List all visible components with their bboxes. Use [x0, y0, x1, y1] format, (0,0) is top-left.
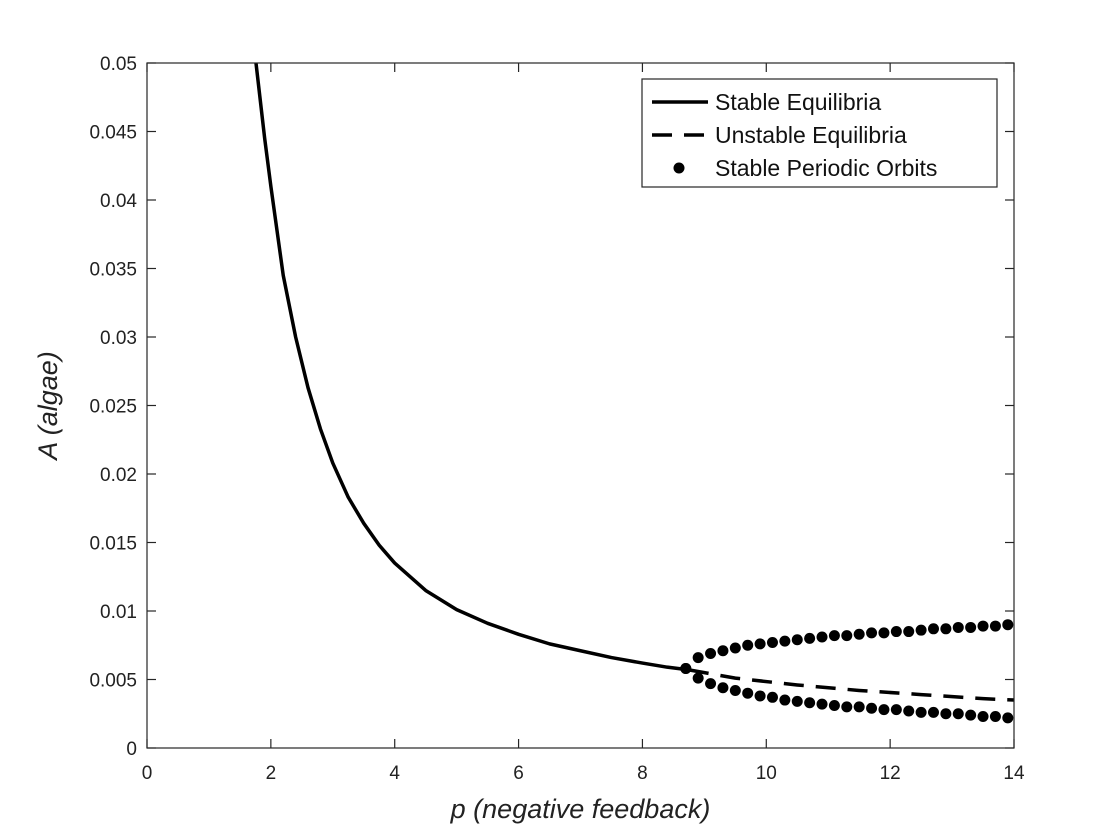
orbit-marker-lower: [692, 672, 704, 684]
x-axis-label: p (negative feedback): [450, 794, 711, 824]
orbit-marker-lower: [1002, 712, 1014, 724]
orbit-marker-upper: [878, 627, 890, 639]
orbit-marker-lower: [927, 706, 939, 718]
orbit-marker-lower: [866, 702, 878, 714]
y-tick-label: 0.005: [89, 671, 137, 692]
orbit-marker-upper: [729, 642, 741, 654]
x-tick-label: 12: [880, 763, 901, 784]
x-tick-label: 0: [142, 763, 153, 784]
x-tick-label: 4: [389, 763, 400, 784]
orbit-marker-lower: [890, 704, 902, 716]
orbit-marker-lower: [705, 678, 717, 690]
orbit-marker-lower: [903, 705, 915, 717]
orbit-marker-upper: [989, 620, 1001, 632]
x-tick-label: 14: [1003, 763, 1025, 784]
orbit-marker-upper: [965, 621, 977, 633]
orbit-marker-lower: [965, 709, 977, 721]
y-tick-label: 0.05: [100, 54, 137, 75]
orbit-marker-lower: [766, 691, 778, 703]
x-tick-label: 6: [513, 763, 524, 784]
orbit-marker-lower: [754, 690, 766, 702]
legend-entry-label: Stable Periodic Orbits: [715, 155, 937, 181]
y-tick-label: 0.015: [89, 534, 137, 555]
orbit-marker-lower: [853, 701, 865, 713]
orbit-marker-lower: [989, 710, 1001, 722]
orbit-marker-lower: [791, 695, 803, 707]
y-tick-label: 0.02: [100, 465, 137, 486]
y-axis-label: A (algae): [33, 351, 63, 462]
orbit-marker-lower: [828, 700, 840, 712]
unstable-equilibria-line: [688, 668, 1014, 702]
orbit-marker-upper: [779, 635, 791, 647]
plot-area: [254, 63, 1014, 724]
orbit-marker-lower: [977, 710, 989, 722]
orbit-marker-upper: [940, 623, 952, 635]
y-tick-label: 0.025: [89, 397, 137, 418]
y-tick-label: 0.035: [89, 260, 137, 281]
y-tick-label: 0.04: [100, 191, 137, 212]
orbit-marker-upper: [841, 630, 853, 642]
orbit-marker-upper: [853, 628, 865, 640]
legend-marker-sample: [673, 162, 685, 174]
orbit-marker-lower: [952, 708, 964, 720]
orbit-marker-lower: [841, 701, 853, 713]
orbit-marker-lower: [878, 704, 890, 716]
y-tick-label: 0.03: [100, 328, 137, 349]
orbit-marker-upper: [903, 626, 915, 638]
orbit-marker-lower: [816, 698, 828, 710]
x-tick-label: 2: [266, 763, 277, 784]
legend-entry-label: Unstable Equilibria: [715, 122, 907, 148]
orbit-marker-upper: [754, 638, 766, 650]
orbit-marker-upper: [915, 624, 927, 636]
orbit-marker-upper: [1002, 619, 1014, 631]
orbit-marker-upper: [866, 627, 878, 639]
orbit-markers: [680, 619, 1014, 724]
stable-equilibria-line: [254, 63, 690, 672]
axes: 0 2 4 6 8 10 12 14 0 0.005 0.01 0.015 0.02 0.025 0.03 0…: [33, 54, 1025, 824]
orbit-marker-upper: [791, 634, 803, 646]
orbit-marker-lower: [729, 684, 741, 696]
legend-box: [641, 78, 998, 188]
orbit-marker-upper: [705, 647, 717, 659]
legend-entry-label: Stable Equilibria: [715, 89, 881, 115]
y-tick-label: 0.01: [100, 602, 137, 623]
orbit-marker-upper: [742, 639, 754, 651]
orbit-marker-upper: [717, 645, 729, 657]
orbit-marker-lower: [804, 697, 816, 709]
orbit-marker-upper: [890, 626, 902, 638]
orbit-marker-upper: [766, 637, 778, 649]
orbit-marker-upper: [804, 632, 816, 644]
orbit-marker-lower: [940, 708, 952, 720]
orbit-marker-upper: [828, 630, 840, 642]
orbit-marker-lower: [779, 694, 791, 706]
orbit-marker-upper: [927, 623, 939, 635]
orbit-marker-upper: [952, 621, 964, 633]
orbit-marker-lower: [680, 663, 692, 675]
orbit-marker-upper: [816, 631, 828, 643]
legend: Stable Equilibria Unstable Equilibria Stab…: [641, 78, 998, 188]
y-tick-label: 0: [126, 739, 137, 760]
orbit-marker-upper: [692, 652, 704, 664]
orbit-marker-lower: [717, 682, 729, 694]
orbit-marker-lower: [742, 687, 754, 699]
y-tick-label: 0.045: [89, 123, 137, 144]
orbit-marker-upper: [977, 620, 989, 632]
x-tick-label: 10: [756, 763, 777, 784]
orbit-marker-lower: [915, 706, 927, 718]
x-tick-label: 8: [637, 763, 648, 784]
